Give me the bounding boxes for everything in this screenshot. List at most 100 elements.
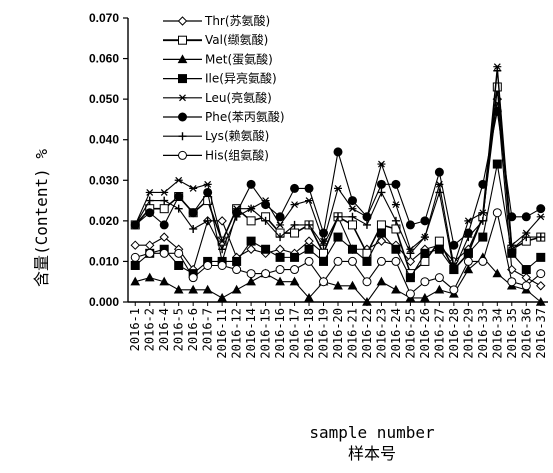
legend-label: Phe(苯丙氨酸)	[205, 109, 285, 124]
data-point-marker	[160, 189, 169, 196]
data-point-marker	[536, 233, 545, 242]
data-point-marker	[202, 284, 213, 294]
data-point-marker	[217, 260, 227, 270]
x-tick-label: 2016-11	[215, 308, 229, 359]
data-point-marker	[435, 188, 444, 197]
data-point-marker	[145, 248, 155, 258]
data-point-marker	[304, 244, 314, 254]
data-point-marker	[478, 256, 488, 266]
data-point-marker	[246, 276, 256, 286]
data-point-marker	[178, 35, 187, 45]
data-point-marker	[376, 276, 387, 286]
data-point-marker	[362, 220, 371, 229]
y-tick-label: 0.060	[89, 52, 119, 66]
data-point-marker	[246, 216, 256, 226]
series-line	[134, 86, 541, 275]
y-tick-label: 0.030	[89, 173, 119, 187]
data-point-marker	[178, 112, 187, 122]
legend-label: Met(蛋氨酸)	[205, 51, 273, 66]
data-point-marker	[178, 74, 187, 84]
legend-label: Lys(赖氨酸)	[205, 128, 269, 143]
series-7	[131, 66, 545, 274]
data-point-marker	[521, 281, 531, 291]
data-point-marker	[145, 196, 154, 205]
data-point-marker	[188, 273, 198, 283]
data-point-marker	[275, 212, 285, 222]
data-point-marker	[290, 265, 300, 275]
x-tick-label: 2016-34	[490, 308, 504, 359]
data-point-marker	[217, 292, 227, 302]
data-point-marker	[536, 252, 546, 262]
data-point-marker	[275, 252, 285, 262]
x-tick-label: 2016-15	[259, 308, 273, 359]
data-point-marker	[420, 277, 430, 287]
x-axis-title-sub: 样本号	[348, 444, 396, 463]
series-8	[130, 208, 546, 299]
axes: 0.000 0.010 0.020 0.030 0.040 0.050 0.060 0.070…	[89, 11, 548, 359]
data-point-marker	[521, 272, 531, 283]
data-point-marker	[246, 179, 256, 189]
legend-entry: Lys(赖氨酸)	[163, 128, 269, 143]
data-point-marker	[231, 284, 242, 294]
data-point-marker	[218, 237, 227, 245]
data-point-marker	[261, 200, 271, 210]
data-point-marker	[391, 284, 401, 294]
x-tick-label: 2016-5	[172, 308, 186, 351]
legend: Thr(苏氨酸) Val(缬氨酸) Met(蛋氨酸) Ile(异亮氨酸) Leu(亮氨酸…	[163, 13, 285, 162]
data-point-marker	[492, 82, 502, 92]
data-point-marker	[449, 265, 458, 274]
data-point-marker	[276, 221, 285, 229]
data-point-marker	[347, 280, 358, 290]
data-point-marker	[536, 213, 545, 221]
data-point-marker	[203, 187, 213, 197]
x-tick-label: 2016-4	[157, 308, 171, 351]
data-point-marker	[218, 245, 227, 254]
data-point-marker	[376, 228, 386, 238]
data-point-marker	[493, 63, 502, 71]
data-point-marker	[174, 260, 184, 270]
data-point-marker	[376, 236, 387, 246]
data-point-marker	[289, 276, 300, 286]
data-point-marker	[189, 224, 198, 233]
data-point-marker	[305, 220, 314, 229]
x-tick-label: 2016-27	[432, 308, 446, 359]
data-point-marker	[362, 296, 372, 306]
x-tick-label: 2016-25	[403, 308, 417, 359]
data-point-marker	[405, 256, 416, 267]
data-point-marker	[246, 244, 256, 254]
data-point-marker	[304, 256, 314, 266]
data-point-marker	[449, 262, 458, 269]
data-point-marker	[203, 216, 212, 225]
x-tick-label: 2016-23	[374, 308, 388, 359]
data-point-marker	[464, 217, 473, 225]
legend-entry: Val(缬氨酸)	[163, 32, 268, 47]
data-point-marker	[159, 248, 169, 258]
data-point-marker	[434, 167, 444, 177]
data-point-marker	[405, 273, 415, 283]
data-point-marker	[178, 132, 187, 141]
data-point-marker	[232, 256, 242, 266]
data-point-marker	[178, 150, 187, 160]
y-axis-title: 含量(Content) %	[32, 149, 51, 287]
data-point-marker	[420, 216, 430, 226]
legend-entry: Met(蛋氨酸)	[163, 51, 273, 66]
data-point-marker	[347, 196, 357, 206]
legend-entry: His(组氨酸)	[163, 147, 269, 162]
data-point-marker	[420, 233, 429, 242]
data-point-marker	[232, 212, 241, 221]
data-point-marker	[304, 292, 314, 302]
data-point-marker	[290, 228, 300, 238]
data-point-marker	[174, 176, 183, 184]
data-point-marker	[405, 289, 415, 299]
y-tick-label: 0.040	[89, 133, 119, 147]
data-point-marker	[334, 212, 342, 221]
data-point-marker	[130, 252, 140, 262]
data-point-marker	[492, 268, 503, 278]
x-tick-label: 2016-37	[534, 308, 548, 359]
data-point-marker	[347, 220, 357, 230]
data-point-marker	[188, 208, 198, 218]
x-tick-label: 2016-6	[186, 308, 200, 351]
data-point-marker	[275, 244, 285, 254]
data-point-marker	[348, 212, 357, 221]
y-tick-label: 0.050	[89, 92, 119, 106]
